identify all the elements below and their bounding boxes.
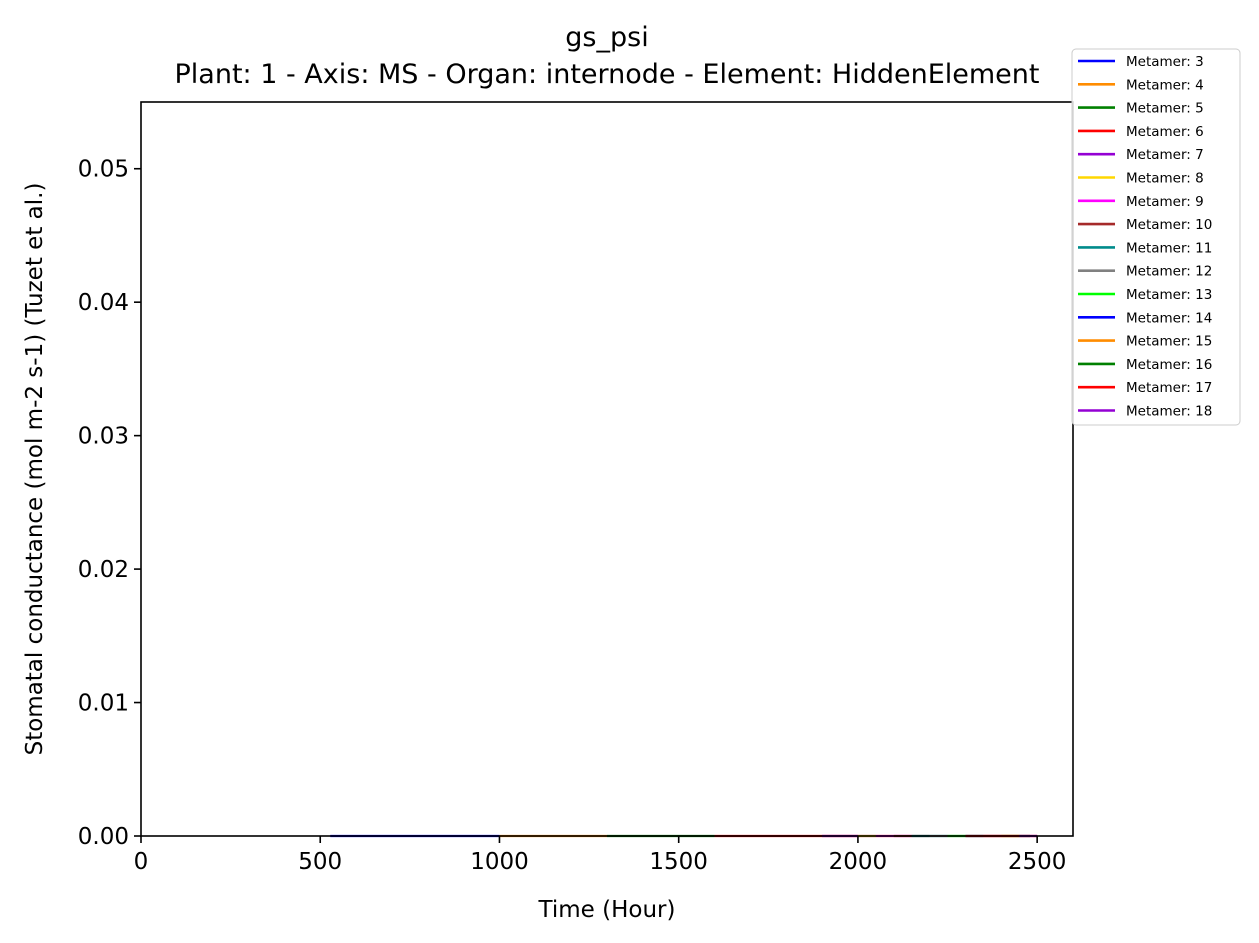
plot-frame <box>140 101 1074 837</box>
legend-item: Metamer: 18 <box>1078 404 1212 420</box>
y-tick-label: 0.03 <box>78 424 129 450</box>
x-tick-label: 1500 <box>649 849 708 875</box>
legend-label: Metamer: 14 <box>1126 310 1212 326</box>
y-tick-label: 0.01 <box>78 691 129 717</box>
legend-item: Metamer: 4 <box>1078 77 1204 93</box>
legend-label: Metamer: 12 <box>1126 264 1212 280</box>
x-tick-label: 2500 <box>1008 849 1067 875</box>
legend-item: Metamer: 9 <box>1078 194 1204 210</box>
x-axis: 0 500 1000 1500 2000 2500 <box>134 836 1067 875</box>
legend-item: Metamer: 11 <box>1078 240 1212 256</box>
legend-label: Metamer: 16 <box>1126 357 1212 373</box>
legend-items: Metamer: 3 Metamer: 4 Metamer: 5 Metamer: 6… <box>1078 54 1212 420</box>
legend-item: Metamer: 15 <box>1078 334 1212 350</box>
legend-label: Metamer: 11 <box>1126 240 1212 256</box>
legend-label: Metamer: 8 <box>1126 171 1204 187</box>
legend-frame <box>1071 48 1241 426</box>
legend-label: Metamer: 17 <box>1126 380 1212 396</box>
x-tick-label: 0 <box>134 849 149 875</box>
legend-item: Metamer: 6 <box>1078 124 1204 140</box>
legend-item: Metamer: 12 <box>1078 264 1212 280</box>
x-tick-label: 500 <box>298 849 342 875</box>
legend-label: Metamer: 3 <box>1126 54 1204 70</box>
legend-item: Metamer: 16 <box>1078 357 1212 373</box>
legend-item: Metamer: 5 <box>1078 101 1204 117</box>
legend-label: Metamer: 5 <box>1126 101 1204 117</box>
legend-label: Metamer: 13 <box>1126 287 1212 303</box>
legend-item: Metamer: 3 <box>1078 54 1204 70</box>
y-tick-label: 0.00 <box>78 824 129 850</box>
legend-item: Metamer: 13 <box>1078 287 1212 303</box>
legend-item: Metamer: 8 <box>1078 171 1204 187</box>
legend-label: Metamer: 4 <box>1126 77 1204 93</box>
chart-subtitle: Plant: 1 - Axis: MS - Organ: internode -… <box>175 59 1040 90</box>
chart-title: gs_psi <box>565 22 648 53</box>
y-tick-label: 0.04 <box>78 290 129 316</box>
x-axis-label: Time (Hour) <box>538 897 676 923</box>
y-axis: 0.00 0.01 0.02 0.03 0.04 0.05 <box>78 157 141 850</box>
legend-item: Metamer: 17 <box>1078 380 1212 396</box>
legend-item: Metamer: 10 <box>1078 217 1212 233</box>
y-tick-label: 0.02 <box>78 557 129 583</box>
legend-label: Metamer: 15 <box>1126 334 1212 350</box>
y-tick-label: 0.05 <box>78 157 129 183</box>
legend-label: Metamer: 9 <box>1126 194 1204 210</box>
legend-item: Metamer: 14 <box>1078 310 1212 326</box>
legend: Metamer: 3 Metamer: 4 Metamer: 5 Metamer: 6… <box>1071 48 1241 426</box>
y-axis-label: Stomatal conductance (mol m-2 s-1) (Tuze… <box>22 183 48 756</box>
x-tick-label: 1000 <box>470 849 529 875</box>
x-tick-label: 2000 <box>829 849 888 875</box>
legend-label: Metamer: 7 <box>1126 147 1204 163</box>
legend-label: Metamer: 6 <box>1126 124 1204 140</box>
plot-area <box>141 102 1073 836</box>
legend-item: Metamer: 7 <box>1078 147 1204 163</box>
legend-label: Metamer: 18 <box>1126 404 1212 420</box>
legend-label: Metamer: 10 <box>1126 217 1212 233</box>
